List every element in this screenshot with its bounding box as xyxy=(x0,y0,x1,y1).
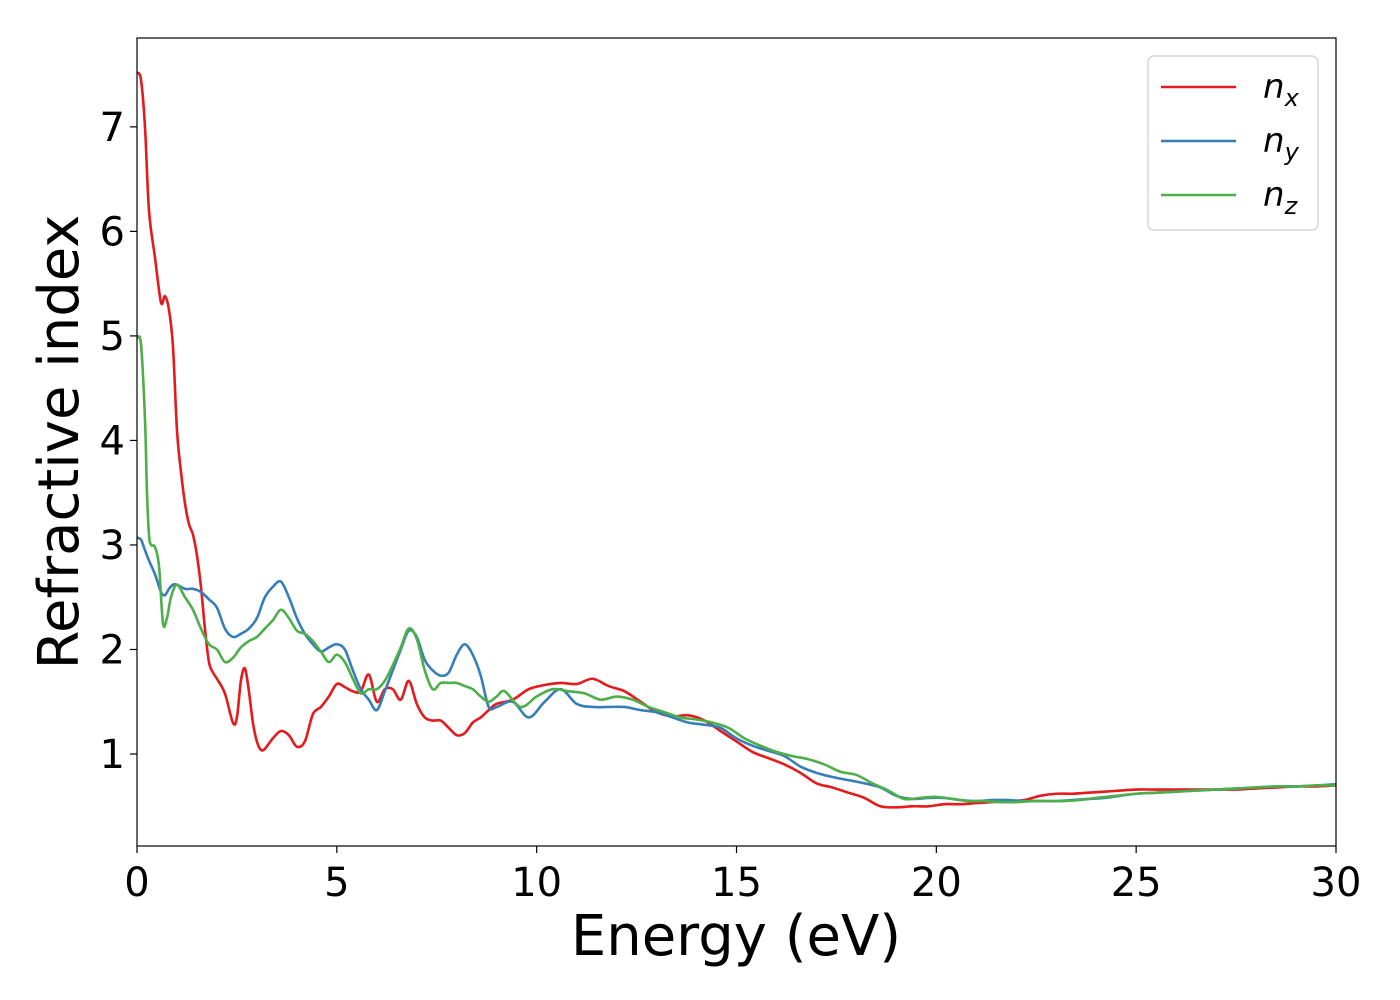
legend-label-main: n xyxy=(1263,175,1285,215)
legend-label-subscript: x xyxy=(1284,84,1300,112)
y-tick-label: 3 xyxy=(100,523,125,569)
x-tick-label: 25 xyxy=(1111,860,1162,906)
x-tick-label: 15 xyxy=(711,860,762,906)
x-tick-label: 5 xyxy=(324,860,349,906)
legend-label-n-y: ny xyxy=(1263,121,1300,166)
y-axis-ticks: 1 2 3 4 5 6 7 xyxy=(100,105,137,778)
series-line-n-z xyxy=(137,335,1336,804)
y-tick-label: 5 xyxy=(100,314,125,360)
y-tick-label: 4 xyxy=(100,418,125,464)
x-axis-label: Energy (eV) xyxy=(571,904,901,969)
legend-label-subscript: y xyxy=(1284,138,1300,166)
legend-label-main: n xyxy=(1263,67,1285,107)
legend-label-n-z: nz xyxy=(1263,175,1299,220)
x-tick-label: 10 xyxy=(511,860,562,906)
y-tick-label: 2 xyxy=(100,627,125,673)
y-tick-label: 6 xyxy=(100,209,125,255)
legend-label-main: n xyxy=(1263,121,1285,161)
x-tick-label: 20 xyxy=(911,860,962,906)
series-layer xyxy=(137,71,1336,809)
x-axis-ticks: 0 5 10 15 20 25 30 xyxy=(124,846,1361,906)
y-tick-label: 1 xyxy=(100,732,125,778)
series-line-n-y xyxy=(137,536,1336,803)
y-axis-label: Refractive index xyxy=(27,215,92,670)
y-tick-label: 7 xyxy=(100,105,125,151)
legend-label-subscript: z xyxy=(1284,192,1299,220)
legend-box xyxy=(1147,55,1319,231)
x-tick-label: 0 xyxy=(124,860,149,906)
legend-label-n-x: nx xyxy=(1263,67,1300,112)
x-tick-label: 30 xyxy=(1311,860,1362,906)
